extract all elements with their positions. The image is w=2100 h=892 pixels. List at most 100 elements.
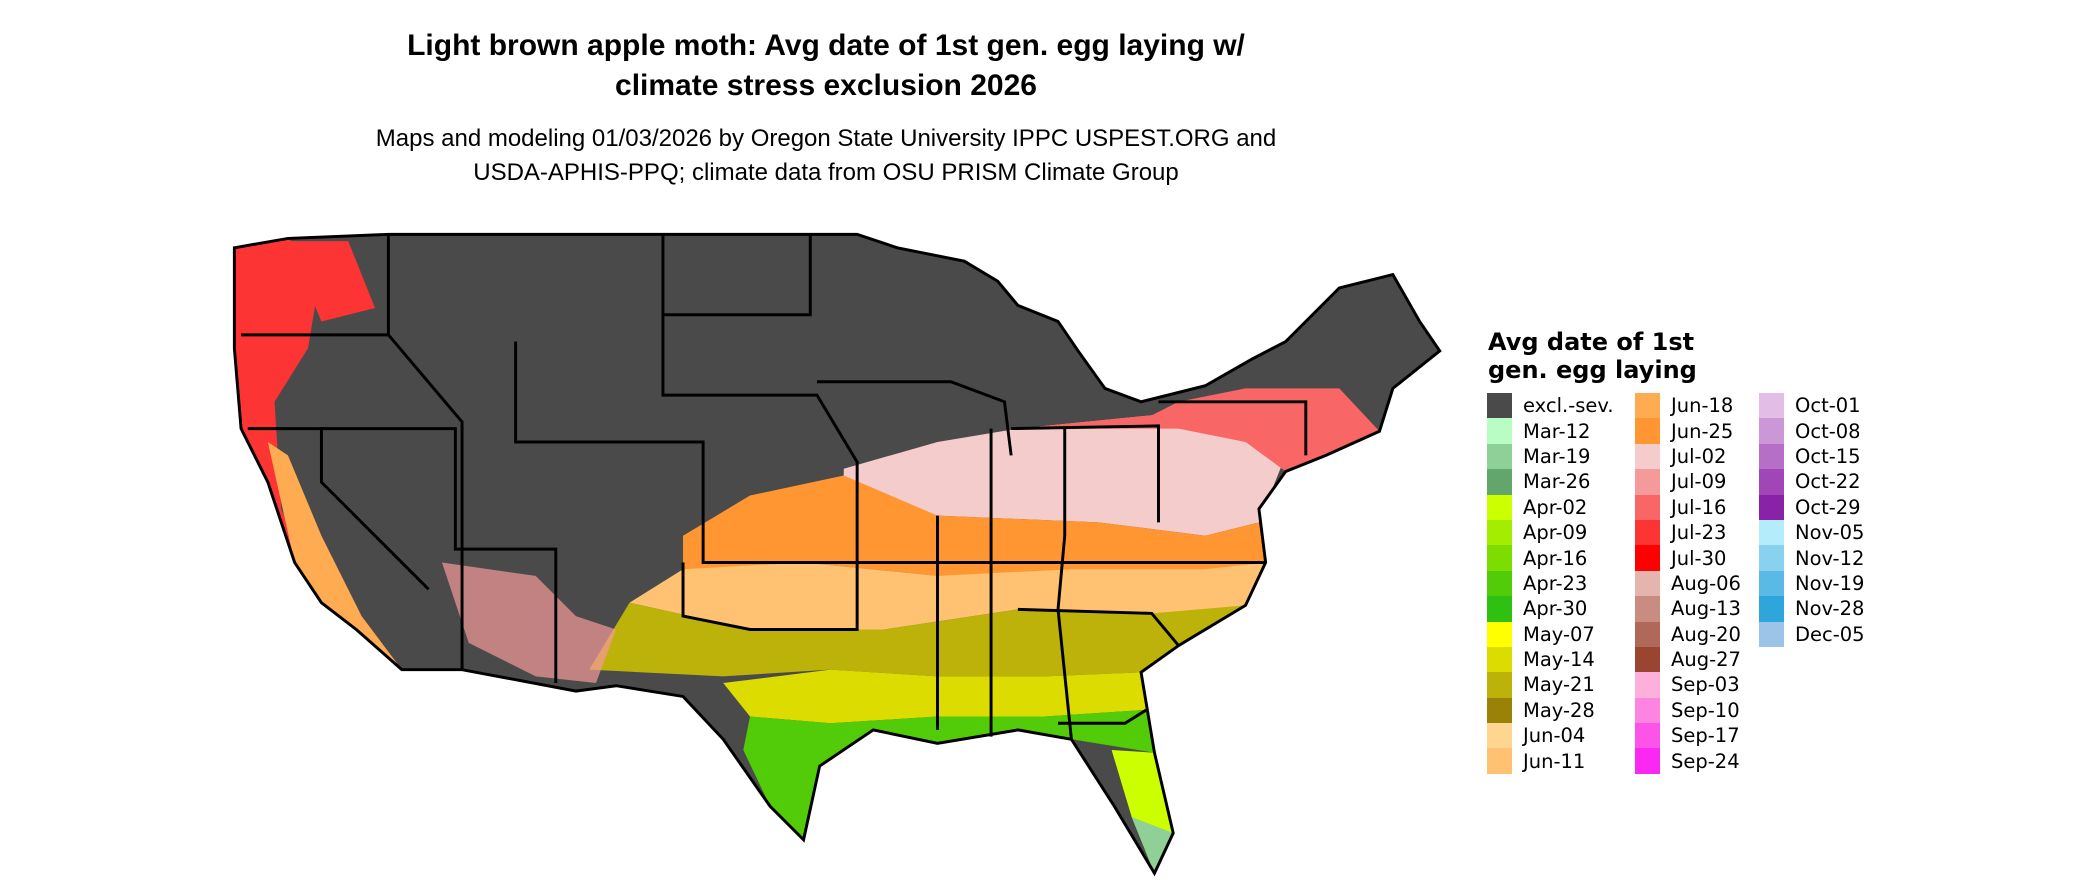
legend-label: Jun-25 bbox=[1671, 419, 1734, 443]
legend-label: Apr-23 bbox=[1523, 571, 1588, 595]
zone-washington-red bbox=[287, 241, 375, 322]
legend-item: Sep-10 bbox=[1635, 697, 1741, 724]
legend-swatch bbox=[1635, 596, 1660, 622]
legend-swatch bbox=[1487, 418, 1512, 444]
legend-label: Nov-28 bbox=[1795, 597, 1865, 621]
legend-swatch bbox=[1487, 519, 1512, 546]
zone-jun-25-orange bbox=[683, 475, 1266, 576]
legend-swatch bbox=[1487, 723, 1512, 749]
legend-item: Aug-27 bbox=[1635, 646, 1741, 673]
legend-item: Nov-19 bbox=[1759, 570, 1865, 597]
legend-swatch bbox=[1635, 672, 1660, 698]
zone-jul-red bbox=[1017, 388, 1380, 472]
legend-item: May-14 bbox=[1487, 646, 1614, 673]
state-border bbox=[936, 515, 1266, 564]
legend-label: Jul-23 bbox=[1671, 521, 1727, 545]
legend-label: Dec-05 bbox=[1795, 622, 1865, 646]
title-line-2: climate stress exclusion 2026 bbox=[615, 69, 1037, 102]
legend-item: Apr-23 bbox=[1487, 570, 1614, 597]
legend-label: Jun-18 bbox=[1671, 394, 1734, 418]
legend-item: Apr-30 bbox=[1487, 596, 1614, 622]
legend-label: Nov-05 bbox=[1795, 521, 1865, 545]
legend-item: May-21 bbox=[1487, 672, 1614, 698]
legend-label: Jul-30 bbox=[1671, 546, 1727, 570]
legend-item: Nov-12 bbox=[1759, 545, 1865, 571]
legend-swatch bbox=[1635, 418, 1660, 444]
legend-swatch bbox=[1487, 672, 1512, 698]
legend-label: Sep-24 bbox=[1671, 749, 1740, 773]
legend-swatch bbox=[1759, 443, 1784, 470]
legend-swatch bbox=[1759, 545, 1784, 571]
state-border bbox=[1017, 607, 1180, 647]
legend-label: Oct-22 bbox=[1795, 470, 1861, 494]
legend-item: Jun-18 bbox=[1635, 393, 1741, 419]
legend-label: Mar-26 bbox=[1523, 470, 1591, 494]
legend-item: Mar-19 bbox=[1487, 443, 1614, 470]
legend-column: Oct-01 Oct-08 Oct-15 Oct-22 Oct-29 Nov-05 Nov-… bbox=[1759, 393, 1865, 647]
legend-swatch bbox=[1759, 469, 1784, 495]
legend-label: Aug-06 bbox=[1671, 571, 1741, 595]
legend-item: Apr-02 bbox=[1487, 494, 1614, 520]
zone-west-coast-red bbox=[234, 238, 322, 603]
legend-label: Jun-11 bbox=[1523, 749, 1586, 773]
legend-label: Oct-15 bbox=[1795, 444, 1861, 468]
zone-may-28-olive bbox=[589, 602, 1246, 677]
legend-item: May-28 bbox=[1487, 697, 1614, 724]
legend-swatch bbox=[1759, 570, 1784, 597]
legend-swatch bbox=[1635, 443, 1660, 470]
legend-item: Jul-02 bbox=[1635, 443, 1741, 470]
legend-item: Sep-24 bbox=[1635, 748, 1741, 774]
legend-column: excl.-sev. Mar-12 Mar-19 Mar-26 Apr-02 Apr-09… bbox=[1487, 393, 1614, 774]
legend-title-line-1: Avg date of 1st bbox=[1488, 328, 1695, 356]
legend-item: Oct-15 bbox=[1759, 443, 1865, 470]
legend-item: Oct-29 bbox=[1759, 494, 1865, 520]
state-border bbox=[514, 341, 858, 564]
legend-swatch bbox=[1635, 494, 1660, 520]
map-subtitle: Maps and modeling 01/03/2026 by Oregon S… bbox=[226, 122, 1426, 190]
legend-swatch bbox=[1635, 393, 1660, 419]
legend-item: Aug-20 bbox=[1635, 621, 1741, 647]
legend-swatch bbox=[1635, 697, 1660, 724]
legend-item: Mar-26 bbox=[1487, 469, 1614, 495]
legend-label: Aug-20 bbox=[1671, 622, 1741, 646]
legend-label: Apr-16 bbox=[1523, 546, 1588, 570]
zone-apr-green bbox=[743, 709, 1155, 840]
legend-item: Jun-04 bbox=[1487, 723, 1614, 749]
legend-column: Jun-18 Jun-25 Jul-02 Jul-09 Jul-16 Jul-23 Jul-… bbox=[1635, 393, 1741, 774]
legend-title-line-2: gen. egg laying bbox=[1488, 356, 1697, 384]
legend-label: Nov-12 bbox=[1795, 546, 1865, 570]
legend-label: Sep-10 bbox=[1671, 698, 1740, 722]
legend-swatch bbox=[1635, 621, 1660, 647]
legend-label: Mar-12 bbox=[1523, 419, 1591, 443]
legend-swatch bbox=[1759, 621, 1784, 647]
legend-swatch bbox=[1487, 545, 1512, 571]
legend-swatch bbox=[1759, 418, 1784, 444]
state-border bbox=[661, 234, 859, 563]
state-border bbox=[662, 234, 812, 317]
legend-swatch bbox=[1487, 393, 1512, 419]
state-borders bbox=[232, 232, 1442, 875]
legend-item: Jul-16 bbox=[1635, 494, 1741, 520]
zone-florida-mar bbox=[1131, 816, 1174, 874]
legend-label: May-21 bbox=[1523, 673, 1595, 697]
legend-item: Oct-22 bbox=[1759, 469, 1865, 495]
legend-item: excl.-sev. bbox=[1487, 393, 1614, 419]
legend-label: Jul-16 bbox=[1671, 495, 1727, 519]
legend-swatch bbox=[1487, 443, 1512, 470]
legend-label: Nov-19 bbox=[1795, 571, 1865, 595]
legend-item: Dec-05 bbox=[1759, 621, 1865, 647]
legend-item: Nov-05 bbox=[1759, 519, 1865, 546]
legend-swatch bbox=[1759, 596, 1784, 622]
legend-title: Avg date of 1st gen. egg laying bbox=[1488, 328, 1697, 384]
zone-california-orange bbox=[267, 441, 402, 670]
legend-label: Sep-17 bbox=[1671, 724, 1740, 748]
legend-swatch bbox=[1635, 570, 1660, 597]
legend-label: Oct-29 bbox=[1795, 495, 1861, 519]
title-line-1: Light brown apple moth: Avg date of 1st … bbox=[407, 29, 1245, 62]
legend-item: Mar-12 bbox=[1487, 418, 1614, 444]
legend-item: Jul-23 bbox=[1635, 519, 1741, 546]
legend-swatch bbox=[1487, 570, 1512, 597]
legend-label: Oct-01 bbox=[1795, 394, 1861, 418]
legend-item: Sep-03 bbox=[1635, 672, 1741, 698]
